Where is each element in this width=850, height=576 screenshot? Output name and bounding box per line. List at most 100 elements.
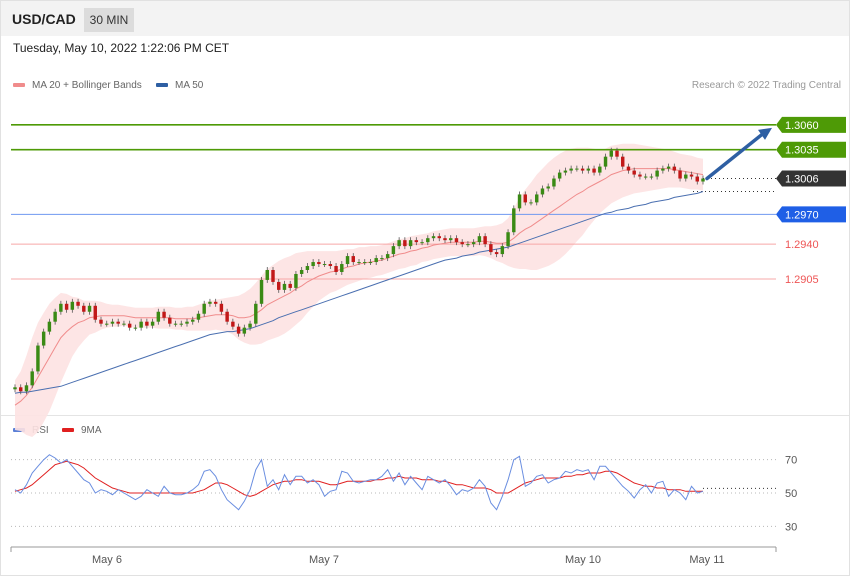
candle-body [586,168,591,171]
candle-body [580,168,585,171]
candle-body [19,387,23,392]
candle-body [265,269,269,280]
level-label-1.2905: 1.2905 [785,274,819,286]
datetime-label: Tuesday, May 10, 2022 1:22:06 PM CET [13,41,230,55]
candle-body [173,323,178,325]
candle-body [563,170,568,173]
time-tick-label: May 11 [689,554,724,566]
candle-body [684,174,688,179]
legend-ma50-swatch [156,83,168,88]
candle-body [168,317,172,324]
candle-body [139,321,143,328]
research-credit: Research © 2022 Trading Central [691,80,841,91]
candle-body [592,168,596,173]
candle-body [47,321,52,332]
candle-body [569,168,573,171]
candle-body [30,371,34,386]
candle-body [127,323,132,328]
legend-rsi-ma: 9MA [62,425,102,436]
candle-body [471,242,476,245]
candle-body [540,188,545,195]
candle-body [13,387,17,390]
candle-body [254,303,258,324]
candle-body [76,301,80,306]
chart-header: USD/CAD 30 MIN [1,1,849,36]
candle-body [288,283,292,288]
candle-body [299,269,304,274]
candle-body [431,236,436,239]
candle-body [408,240,413,247]
candle-body [575,168,579,170]
candle-body [403,240,407,247]
candle-body [334,266,338,272]
candle-body [557,172,562,179]
rsi-level-label-70: 70 [785,455,797,467]
candle-body [672,166,677,171]
candle-body [133,327,138,329]
forecast-arrowhead [758,127,772,140]
candle-body [196,313,201,320]
candle-body [460,242,464,245]
candle-body [621,156,625,167]
candle-body [219,303,224,312]
candle-body [305,266,310,270]
candle-body [162,311,166,318]
bollinger-band [15,143,703,437]
legend-rsi-ma-label: 9MA [81,425,102,436]
candle-body [150,321,155,326]
legend-ma20-label: MA 20 + Bollinger Bands [32,80,142,91]
candle-body [661,168,665,171]
candle-body [53,311,57,322]
candle-body [426,238,430,243]
legend-ma50-label: MA 50 [175,80,204,91]
candle-body [443,238,447,241]
candle-body [517,194,522,209]
candle-body [380,258,384,260]
candle-body [70,301,75,310]
candle-body [64,303,69,310]
candle-body [271,269,275,282]
candle-body [156,311,161,322]
level-label-1.3035: 1.3035 [785,145,819,157]
candle-body [655,170,659,177]
legend-rsi-ma-swatch [62,428,74,433]
candle-body [626,166,631,171]
candle-body [59,303,63,312]
candle-body [603,156,608,167]
candle-body [328,264,333,267]
candle-body [506,232,510,247]
candle-body [351,256,355,263]
candle-body [277,281,281,290]
candle-body [414,240,419,243]
candle-body [36,345,40,372]
candle-body [477,236,482,243]
candle-body [494,252,499,255]
candle-body [632,170,636,175]
candle-body [374,258,378,263]
candle-body [236,326,241,334]
rsi-level-label-50: 50 [785,488,797,500]
level-label-1.2970: 1.2970 [785,209,819,221]
ma50-line [14,191,704,394]
candle-body [689,174,694,177]
candle-body [391,246,396,255]
candle-body [82,305,86,312]
candle-body [248,323,252,328]
candle-body [340,264,344,272]
level-tag-1.3060 [776,116,846,133]
candle-body [397,240,401,247]
candle-body [695,176,699,182]
candle-body [546,186,550,189]
candle-body [368,262,373,264]
candle-body [500,246,505,255]
candle-body [191,319,195,322]
level-label-1.3006: 1.3006 [785,174,819,186]
rsi-level-label-30: 30 [785,521,797,533]
candle-body [523,194,527,203]
candle-body [363,262,367,264]
level-label-1.3060: 1.3060 [785,120,819,132]
timeframe-button[interactable]: 30 MIN [84,8,134,32]
candle-body [437,236,441,239]
candle-body [701,178,705,182]
